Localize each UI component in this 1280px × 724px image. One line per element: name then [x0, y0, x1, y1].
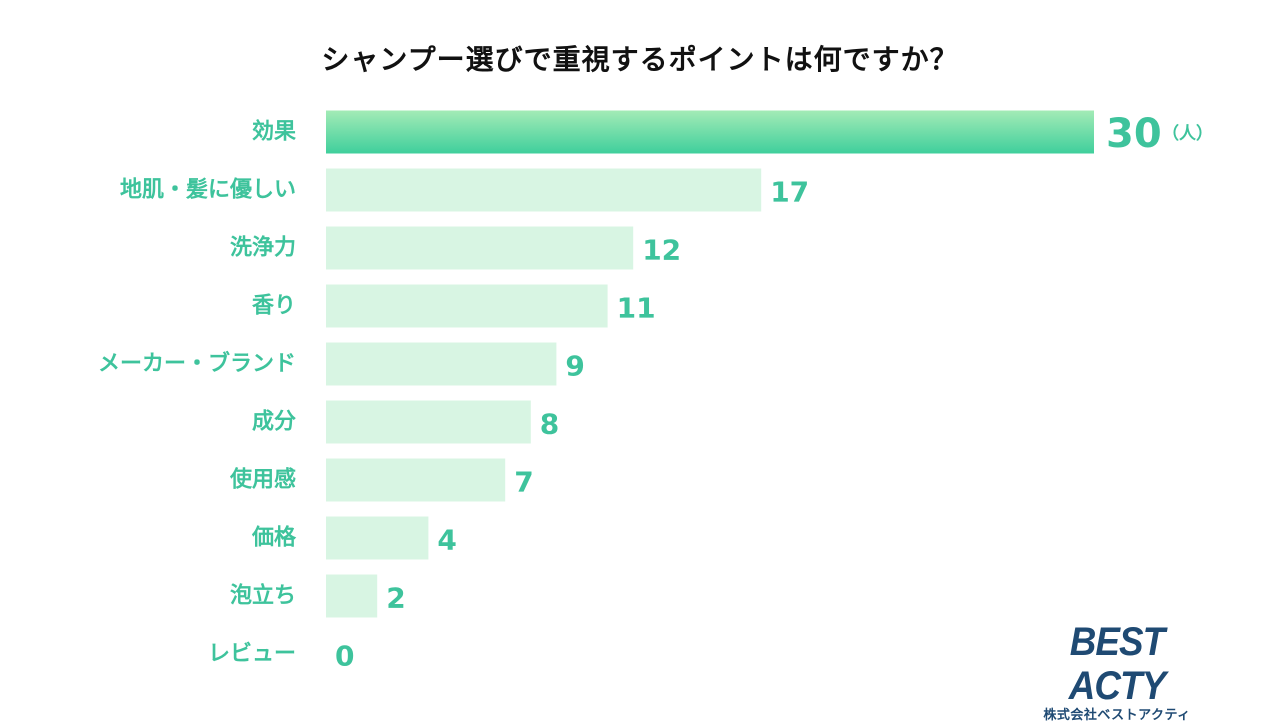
value-label: 17: [770, 176, 809, 209]
value-label: 11: [617, 292, 656, 325]
bar-cat-5: [326, 400, 531, 444]
category-label: 地肌・髪に優しい: [120, 178, 296, 203]
value-label: 8: [540, 408, 559, 441]
bar-cat-1: [326, 168, 762, 212]
value-label: 9: [565, 350, 584, 383]
bars-layer: 効果 30 （人） 地肌・髪に優しい 17 洗浄力 12 香り 11 メーカー・ブランド 9 成分 8 使…: [98, 110, 1213, 673]
category-label: 効果: [252, 119, 296, 145]
company-logo: BEST ACTY 株式会社ベストアクティ: [1022, 620, 1212, 724]
category-label: 成分: [252, 410, 296, 435]
category-label: 香り: [252, 294, 296, 319]
value-label: 12: [642, 234, 681, 267]
bar-cat-6: [326, 458, 506, 502]
value-label: 30: [1106, 111, 1162, 157]
value-label: 0: [335, 640, 354, 673]
value-label: 4: [437, 524, 456, 557]
category-label: 泡立ち: [230, 583, 296, 609]
category-label: 価格: [251, 525, 297, 551]
bar-cat-0: [326, 110, 1094, 154]
value-label: 2: [386, 582, 405, 615]
category-label: 使用感: [229, 467, 296, 493]
bar-cat-7: [326, 516, 429, 560]
logo-wordmark: BEST ACTY: [1068, 620, 1166, 708]
value-label: 7: [514, 466, 533, 499]
unit-label: （人）: [1162, 123, 1213, 144]
category-label: 洗浄力: [230, 235, 296, 261]
logo-company-name: 株式会社ベストアクティ: [1043, 708, 1191, 723]
bar-cat-4: [326, 342, 557, 386]
bar-cat-2: [326, 226, 634, 270]
category-label: メーカー・ブランド: [98, 351, 296, 377]
bar-cat-8: [326, 574, 378, 618]
category-label: レビュー: [208, 642, 296, 667]
chart-title: シャンプー選びで重視するポイントは何ですか？: [321, 43, 959, 76]
bar-cat-3: [326, 284, 608, 328]
